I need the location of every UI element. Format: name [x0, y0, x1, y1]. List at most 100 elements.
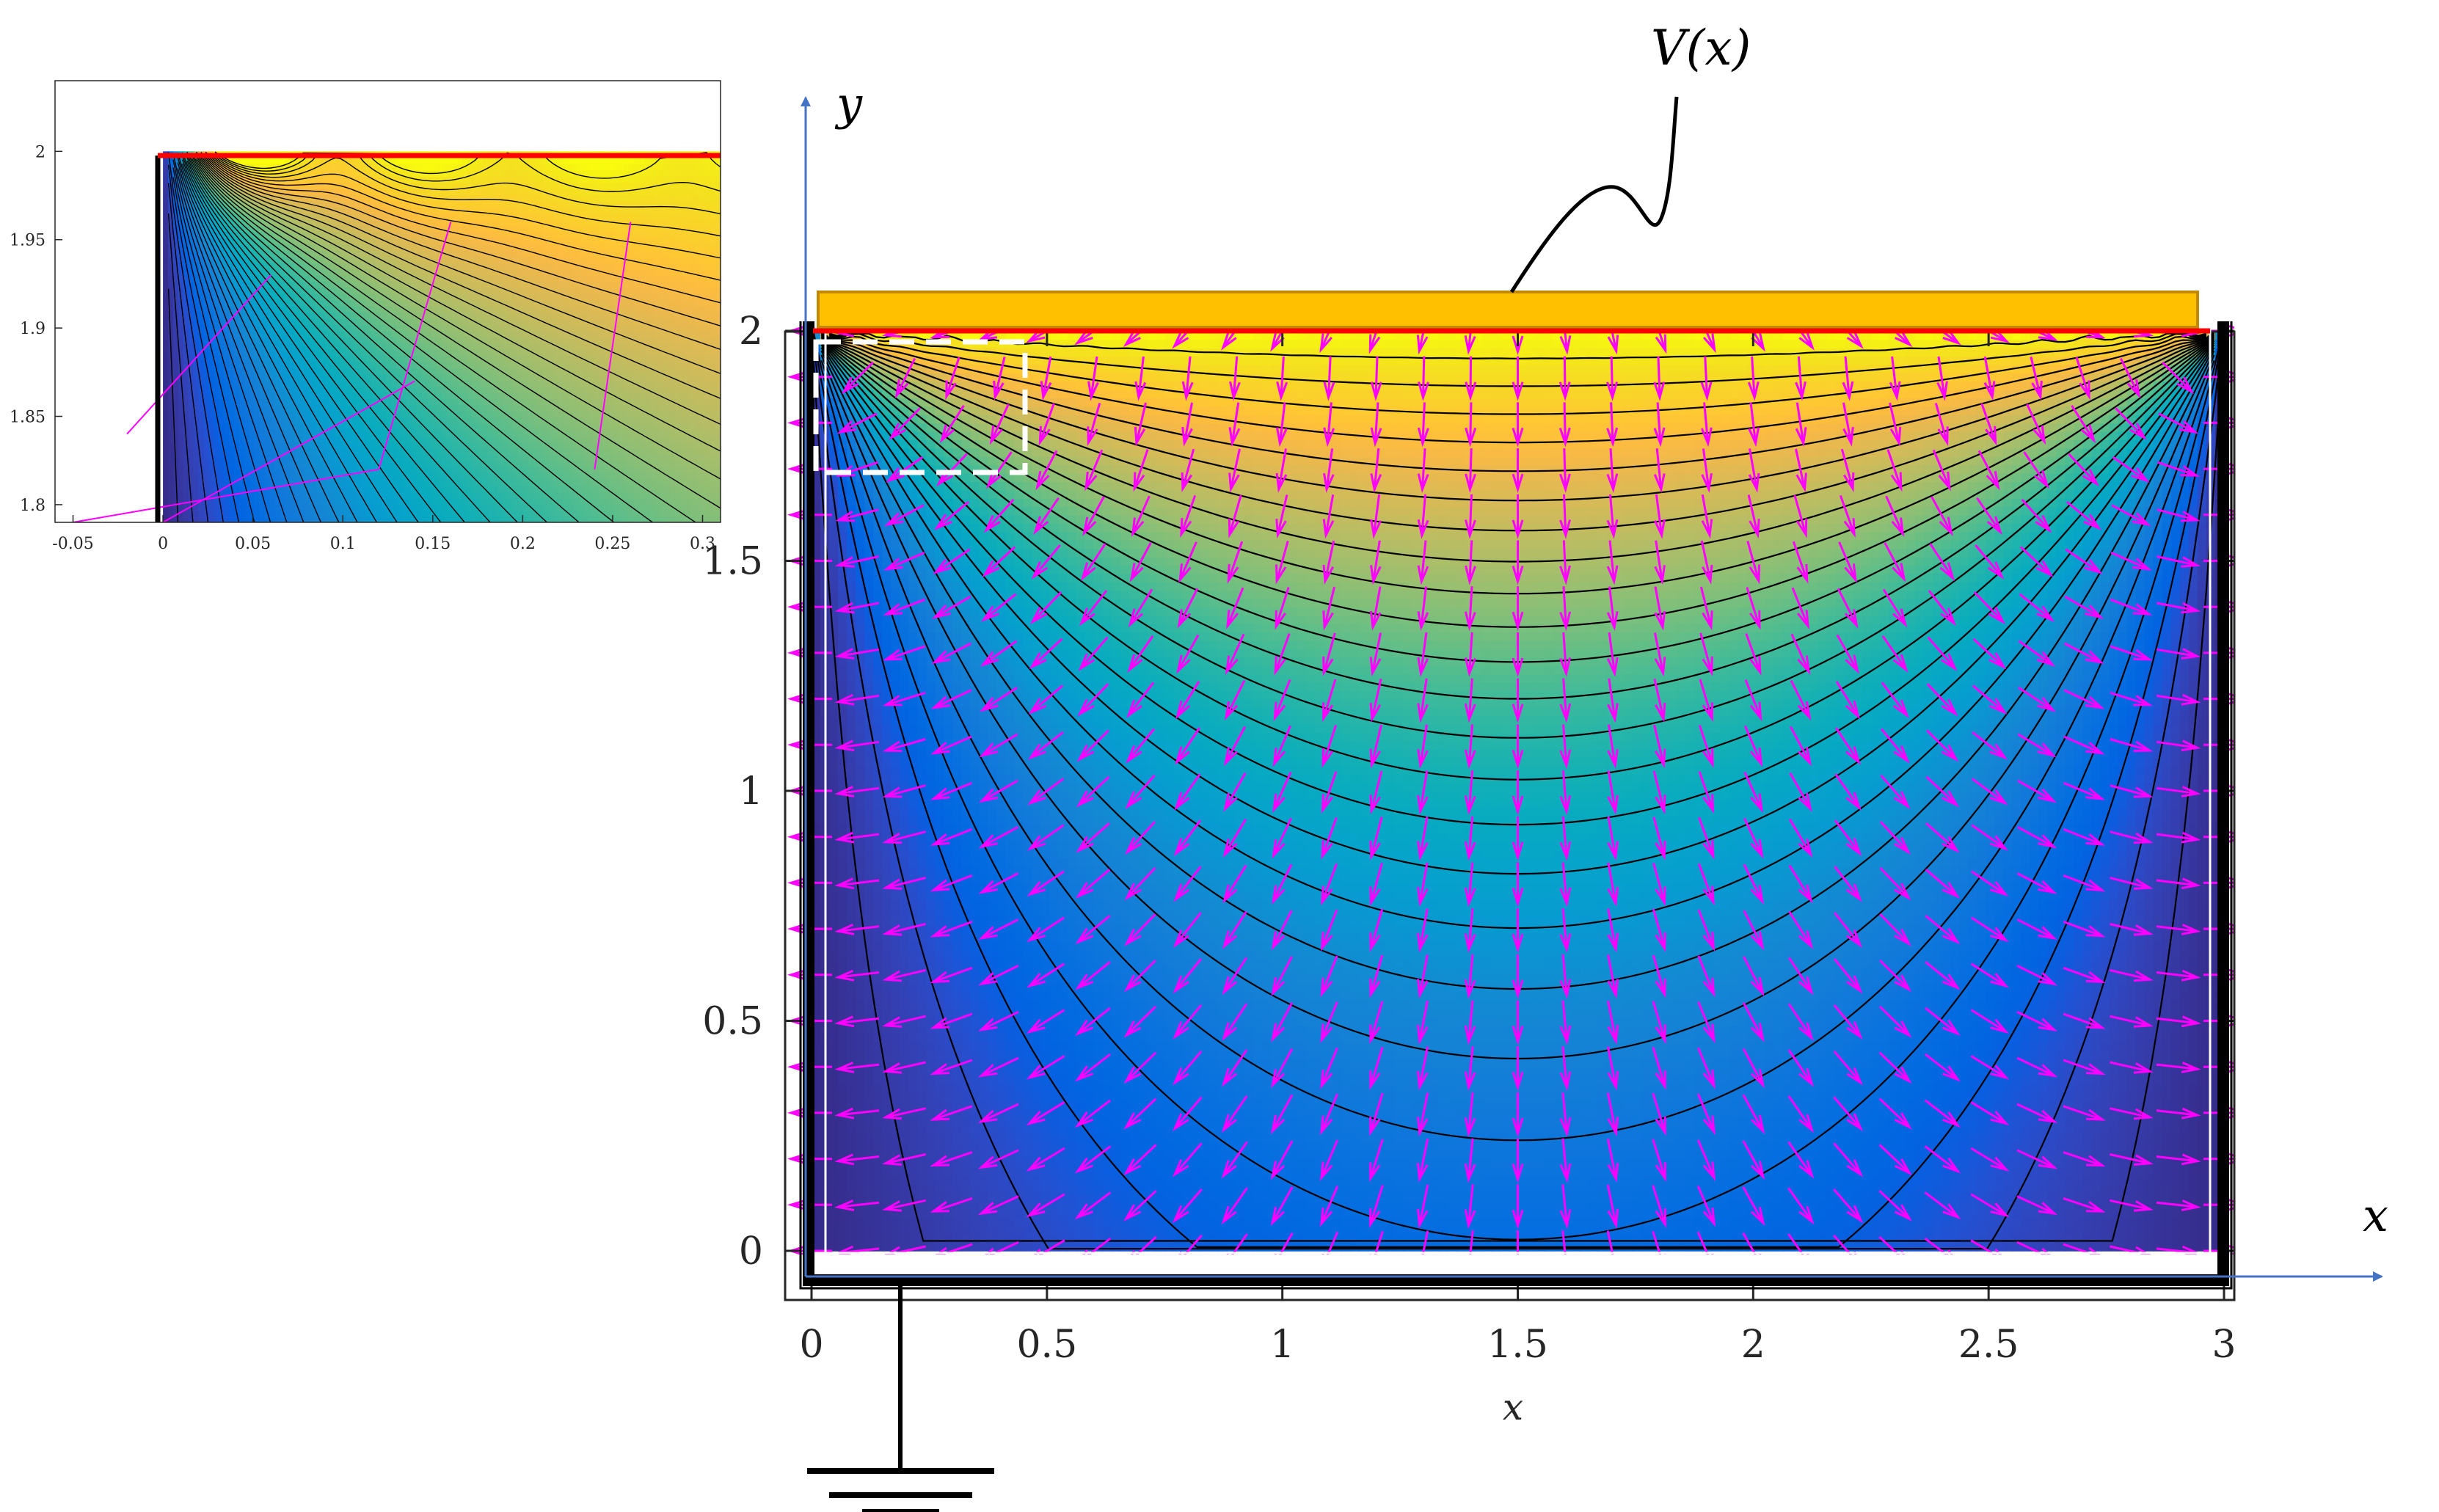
field-arrow [1174, 773, 1201, 811]
field-arrow [1743, 863, 1764, 905]
field-arrow [1512, 724, 1524, 770]
field-arrow [1653, 448, 1666, 494]
field-arrow [2063, 920, 2106, 938]
field-arrow [834, 602, 879, 614]
field-arrow [1744, 725, 1763, 767]
field-arrow [834, 786, 880, 797]
field-arrow [1696, 1139, 1716, 1182]
field-arrow [2156, 969, 2201, 982]
field-arrow [930, 735, 972, 755]
field-arrow [1270, 1186, 1294, 1227]
field-arrow [1924, 1191, 1961, 1220]
field-arrow [1172, 1188, 1203, 1224]
inset-contour-line [196, 156, 721, 480]
field-arrow [1077, 683, 1109, 717]
inset-contour-line [172, 159, 288, 522]
field-arrow [1747, 494, 1760, 539]
field-arrow [834, 831, 880, 844]
field-arrow [1653, 632, 1666, 677]
field-arrow [1417, 632, 1429, 677]
field-arrow [1790, 679, 1812, 721]
field-arrow [1087, 403, 1101, 447]
field-arrow [1416, 1000, 1429, 1045]
field-arrow [1559, 770, 1572, 815]
field-arrow [2066, 500, 2102, 530]
field-arrow [1464, 1184, 1476, 1230]
field-arrow [2110, 968, 2154, 982]
field-arrow [1878, 1190, 1913, 1221]
field-arrow [930, 781, 972, 800]
field-arrow [1742, 1186, 1765, 1227]
field-arrow [834, 648, 880, 660]
field-arrow [1559, 540, 1571, 585]
field-arrow [1369, 1185, 1384, 1228]
field-arrow [1878, 1144, 1912, 1176]
field-arrow [1559, 1184, 1572, 1230]
field-arrow [1464, 954, 1476, 999]
field-arrow [1124, 820, 1156, 855]
field-arrow [1697, 863, 1715, 906]
field-arrow [1653, 356, 1666, 401]
field-arrow [982, 546, 1016, 577]
field-arrow [1275, 494, 1288, 539]
field-arrow [1606, 1138, 1619, 1183]
field-arrow [1272, 771, 1292, 814]
field-arrow [2016, 825, 2057, 849]
field-arrow [2017, 733, 2057, 758]
field-arrow [1700, 356, 1713, 401]
field-arrow [1696, 1186, 1716, 1227]
field-arrow [1175, 681, 1200, 720]
field-arrow [1512, 1000, 1524, 1045]
field-arrow [1320, 909, 1338, 952]
field-arrow [1131, 495, 1151, 538]
field-arrow [1134, 356, 1147, 401]
field-arrow [2110, 551, 2152, 571]
field-arrow [2063, 735, 2105, 755]
main-plot: 0 0.5 1 1.5 2 2.5 3 0 0.5 1 1.5 2 x [702, 310, 2236, 1428]
field-arrow [1606, 632, 1619, 677]
y-tick-label: 1 [739, 770, 763, 814]
field-arrow [1971, 824, 2009, 851]
field-arrow [834, 555, 879, 568]
field-arrow [933, 548, 971, 575]
field-arrow [1607, 724, 1619, 770]
field-arrow [882, 877, 926, 890]
field-arrow [1559, 678, 1572, 723]
field-arrow [1226, 587, 1244, 629]
field-arrow [884, 504, 925, 527]
field-arrow [1512, 540, 1524, 585]
x-tick-label: 2 [1741, 1323, 1765, 1367]
field-arrow [1879, 820, 1911, 855]
field-arrow [930, 689, 972, 709]
field-arrow [1698, 771, 1715, 814]
field-arrow [1512, 1184, 1524, 1230]
field-arrow [1606, 1184, 1619, 1229]
field-arrow [1224, 679, 1246, 721]
field-arrow [1369, 586, 1382, 631]
field-arrow [1607, 678, 1619, 723]
field-arrow [1840, 448, 1855, 492]
field-arrow [1465, 448, 1477, 494]
field-arrow [834, 1015, 880, 1028]
field-arrow [894, 357, 916, 399]
field-arrow [1652, 770, 1666, 815]
field-arrow [1417, 908, 1429, 953]
field-arrow [1369, 1230, 1384, 1254]
field-arrow [1123, 959, 1156, 993]
inset-contour-line [205, 151, 721, 281]
field-arrow [2156, 1153, 2201, 1166]
field-arrow [1697, 955, 1716, 998]
inset-contour-line [191, 153, 697, 522]
field-arrow [1464, 862, 1476, 907]
inset-contour-line [181, 159, 419, 522]
field-arrow [1652, 862, 1666, 907]
field-arrow [1970, 1101, 2010, 1126]
field-arrow [1607, 1000, 1619, 1045]
field-arrow [935, 1243, 973, 1254]
inset-field-arrow [126, 274, 271, 435]
field-arrow [1221, 1049, 1248, 1087]
field-arrow [1370, 356, 1382, 401]
field-arrow [1607, 908, 1619, 953]
field-arrow [2110, 830, 2154, 844]
field-arrow [1027, 824, 1065, 851]
